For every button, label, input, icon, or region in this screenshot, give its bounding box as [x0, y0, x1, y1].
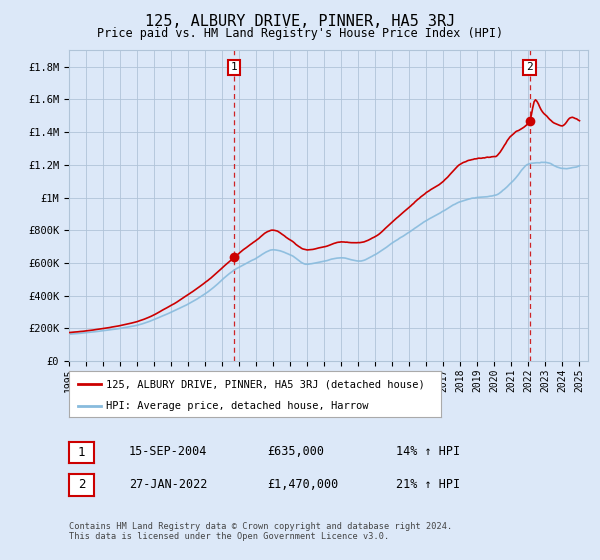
Text: 1: 1: [78, 446, 85, 459]
Text: 14% ↑ HPI: 14% ↑ HPI: [396, 445, 460, 459]
Text: Contains HM Land Registry data © Crown copyright and database right 2024.
This d: Contains HM Land Registry data © Crown c…: [69, 522, 452, 542]
Text: Price paid vs. HM Land Registry's House Price Index (HPI): Price paid vs. HM Land Registry's House …: [97, 27, 503, 40]
Text: 15-SEP-2004: 15-SEP-2004: [129, 445, 208, 459]
Text: £635,000: £635,000: [267, 445, 324, 459]
Text: £1,470,000: £1,470,000: [267, 478, 338, 491]
Text: 125, ALBURY DRIVE, PINNER, HA5 3RJ (detached house): 125, ALBURY DRIVE, PINNER, HA5 3RJ (deta…: [106, 379, 425, 389]
Text: 27-JAN-2022: 27-JAN-2022: [129, 478, 208, 491]
Text: 2: 2: [78, 478, 85, 492]
Text: HPI: Average price, detached house, Harrow: HPI: Average price, detached house, Harr…: [106, 401, 368, 410]
Text: 125, ALBURY DRIVE, PINNER, HA5 3RJ: 125, ALBURY DRIVE, PINNER, HA5 3RJ: [145, 14, 455, 29]
Text: 21% ↑ HPI: 21% ↑ HPI: [396, 478, 460, 491]
Text: 1: 1: [231, 63, 238, 72]
Text: 2: 2: [526, 63, 533, 72]
